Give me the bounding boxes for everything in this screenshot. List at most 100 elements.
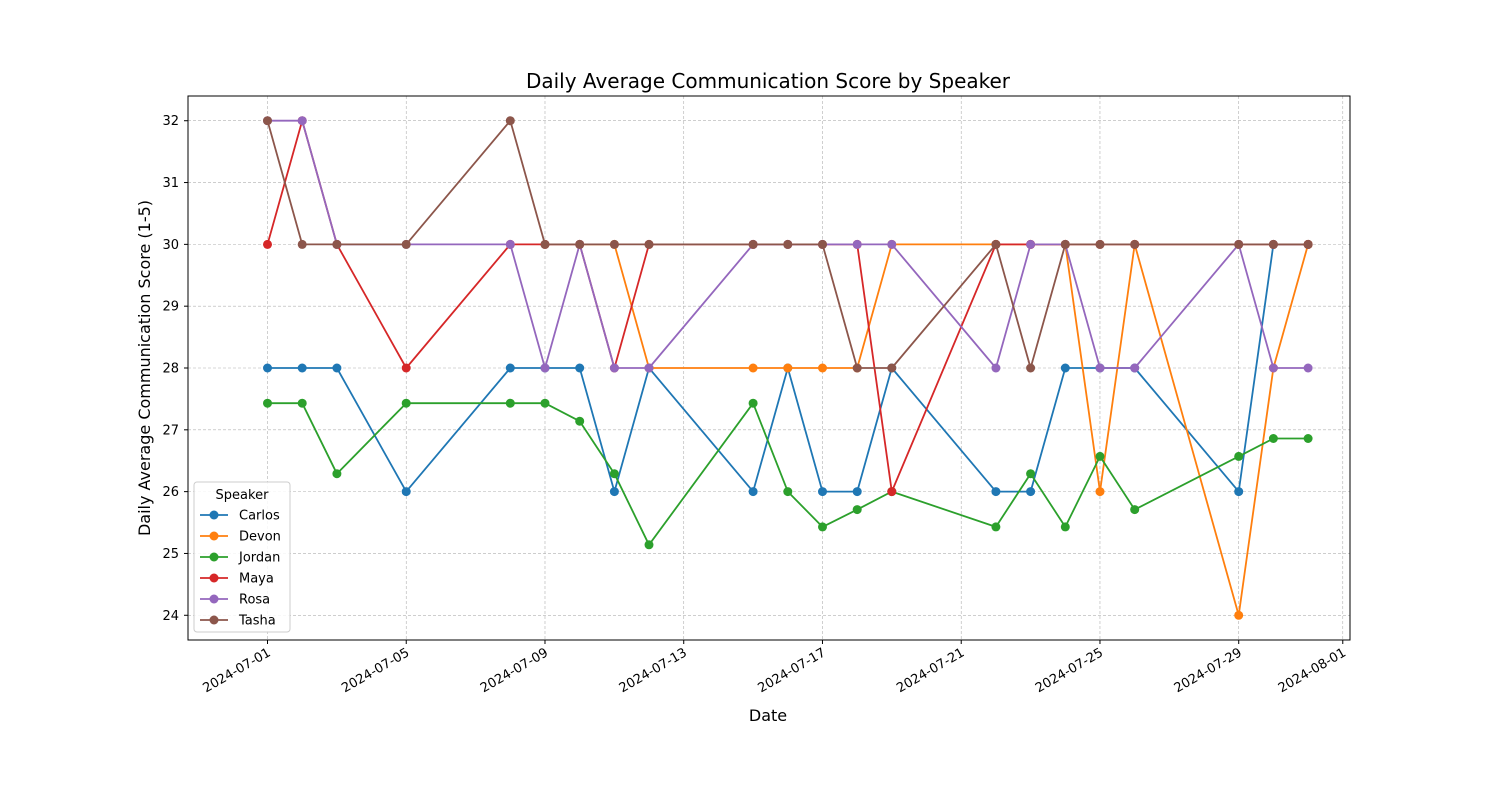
- y-tick-label: 27: [162, 423, 179, 438]
- data-point: [818, 487, 827, 497]
- x-tick-label: 2024-07-09: [478, 645, 551, 696]
- y-tick-label: 29: [162, 300, 179, 315]
- y-tick-label: 31: [162, 176, 179, 191]
- data-point: [1026, 469, 1036, 479]
- data-point: [609, 469, 619, 479]
- series-line: [267, 402, 1309, 546]
- data-point: [297, 239, 307, 249]
- data-point: [887, 363, 897, 373]
- series-line: [266, 119, 1309, 369]
- data-point: [332, 469, 342, 479]
- legend-label: Tasha: [238, 614, 276, 629]
- data-point: [991, 239, 1001, 249]
- y-tick-label: 25: [162, 547, 179, 562]
- legend-box: [193, 481, 291, 633]
- data-point: [1060, 363, 1070, 373]
- data-point: [609, 487, 619, 497]
- x-tick-label: 2024-07-25: [1033, 645, 1106, 696]
- y-tick-label: 30: [162, 238, 179, 253]
- data-point: [297, 398, 307, 408]
- series-jordan: [263, 398, 1313, 550]
- data-point: [1026, 239, 1036, 249]
- legend-item-rosa: Rosa: [200, 593, 270, 608]
- x-tick-label: 2024-07-29: [1172, 645, 1245, 696]
- legend: Speaker Carlos Devon Jordan Maya Rosa Tasha: [193, 481, 291, 633]
- data-point: [991, 487, 1001, 497]
- data-point: [401, 487, 411, 497]
- y-tick-label: 28: [162, 362, 179, 377]
- data-point: [297, 116, 307, 126]
- data-point: [1130, 239, 1140, 249]
- data-point: [540, 398, 550, 408]
- data-point: [575, 239, 585, 249]
- legend-swatch-marker: [209, 594, 219, 604]
- data-point: [332, 239, 342, 249]
- legend-label: Maya: [239, 572, 274, 587]
- data-point: [887, 487, 897, 497]
- data-point: [505, 116, 515, 126]
- data-point: [1234, 451, 1244, 461]
- legend-item-tasha: Tasha: [200, 614, 276, 629]
- x-tick-label: 2024-07-13: [617, 645, 690, 696]
- x-axis-label: Date: [749, 706, 787, 725]
- data-point: [540, 363, 550, 373]
- data-point: [1130, 363, 1140, 373]
- data-point: [297, 363, 307, 373]
- data-point: [1234, 610, 1244, 620]
- data-point: [1060, 522, 1070, 532]
- y-axis-label: Daily Average Communication Score (1-5): [135, 200, 154, 536]
- data-point: [1268, 363, 1278, 373]
- data-point: [644, 363, 654, 373]
- data-point: [1026, 363, 1036, 373]
- y-tick-label: 24: [162, 609, 179, 624]
- legend-label: Rosa: [239, 593, 270, 608]
- legend-swatch-marker: [209, 615, 219, 625]
- data-point: [505, 363, 515, 373]
- x-tick-label: 2024-07-05: [339, 645, 412, 696]
- legend-swatch-marker: [209, 552, 219, 562]
- legend-item-carlos: Carlos: [200, 509, 280, 524]
- data-point: [748, 363, 758, 373]
- data-point: [1095, 239, 1105, 249]
- x-tick-label: 2024-07-01: [201, 645, 274, 696]
- x-tick-label: 2024-07-21: [894, 645, 967, 696]
- data-point: [1026, 487, 1036, 497]
- data-point: [1303, 434, 1313, 443]
- data-point: [748, 398, 758, 408]
- data-point: [783, 487, 793, 497]
- data-point: [401, 363, 411, 373]
- data-point: [1095, 363, 1105, 373]
- data-point: [991, 522, 1001, 532]
- data-point: [505, 239, 515, 249]
- data-point: [1095, 451, 1105, 461]
- data-point: [852, 239, 862, 249]
- data-point: [332, 363, 342, 373]
- data-point: [263, 116, 272, 126]
- data-point: [852, 487, 862, 497]
- data-point: [887, 239, 897, 249]
- data-point: [783, 239, 793, 249]
- data-point: [575, 363, 585, 373]
- data-point: [748, 239, 758, 249]
- data-point: [1268, 239, 1278, 249]
- data-point: [852, 363, 862, 373]
- data-point: [783, 363, 793, 373]
- legend-label: Jordan: [238, 551, 280, 566]
- data-point: [263, 239, 272, 249]
- legend-swatch-marker: [209, 531, 219, 541]
- data-point: [609, 239, 619, 249]
- legend-swatch-marker: [209, 573, 219, 583]
- legend-title: Speaker: [216, 488, 270, 503]
- legend-swatch-marker: [209, 510, 219, 520]
- data-point: [1095, 487, 1105, 497]
- data-point: [991, 363, 1001, 373]
- data-point: [818, 239, 827, 249]
- data-point: [609, 363, 619, 373]
- legend-item-devon: Devon: [200, 530, 281, 545]
- data-point: [818, 363, 827, 373]
- data-point: [540, 239, 550, 249]
- series-line: [579, 243, 1309, 617]
- x-tick-label: 2024-08-01: [1276, 645, 1349, 696]
- y-tick-label: 26: [162, 485, 179, 500]
- series-tasha: [263, 116, 1313, 373]
